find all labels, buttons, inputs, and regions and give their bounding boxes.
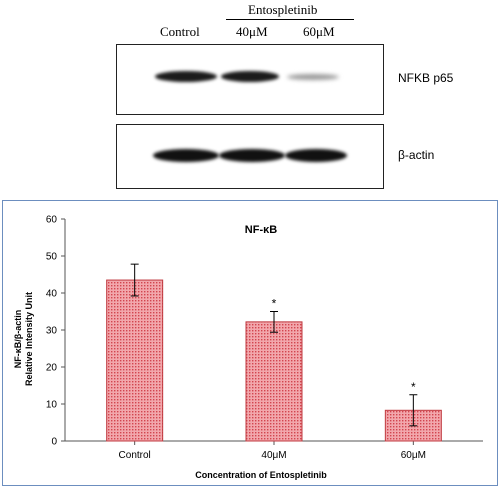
bar-chart-panel: 0 10 20 30 40 50 60 Control 40μM 60μM * * NF-κB NF… — [2, 200, 498, 486]
y-axis-label-line1: NF-κB/β-actin — [13, 310, 23, 369]
x-tick-label: Control — [119, 450, 151, 461]
nfkb-band-control — [155, 71, 217, 82]
actin-band-60um — [285, 149, 347, 162]
y-tick-label: 50 — [46, 252, 58, 263]
y-tick-label: 40 — [46, 289, 58, 300]
actin-blot-panel — [116, 124, 384, 189]
significance-marker-1: * — [272, 297, 277, 311]
nfkb-band-60um — [287, 74, 339, 80]
y-axis-label-line2: Relative Intensity Unit — [24, 292, 34, 386]
bar-chart: 0 10 20 30 40 50 60 Control 40μM 60μM * * NF-κB NF… — [13, 215, 483, 480]
lane-label-60um: 60μM — [303, 24, 335, 39]
y-tick-label: 60 — [46, 215, 58, 226]
lane-label-40um: 40μM — [236, 24, 268, 39]
lane-label-control: Control — [160, 24, 200, 39]
y-tick-label: 0 — [51, 437, 57, 448]
x-axis-label: Concentration of Entospletinib — [195, 470, 327, 480]
nfkb-row-label: NFKB p65 — [398, 71, 454, 85]
nfkb-band-40um — [221, 71, 279, 82]
bar-0 — [106, 279, 164, 442]
actin-band-40um — [219, 149, 285, 162]
x-tick-label: 40μM — [261, 450, 286, 461]
significance-marker-2: * — [411, 380, 416, 394]
treatment-label: Entospletinib — [248, 2, 318, 17]
actin-row-label: β-actin — [398, 148, 435, 162]
actin-band-control — [153, 149, 219, 162]
y-tick-label: 10 — [46, 400, 58, 411]
bar-1 — [245, 321, 303, 442]
chart-title: NF-κB — [245, 224, 277, 236]
y-tick-label: 20 — [46, 363, 58, 374]
nfkb-blot-panel — [116, 44, 384, 115]
treatment-bracket — [226, 19, 354, 20]
x-tick-label: 60μM — [401, 450, 426, 461]
y-tick-label: 30 — [46, 326, 58, 337]
